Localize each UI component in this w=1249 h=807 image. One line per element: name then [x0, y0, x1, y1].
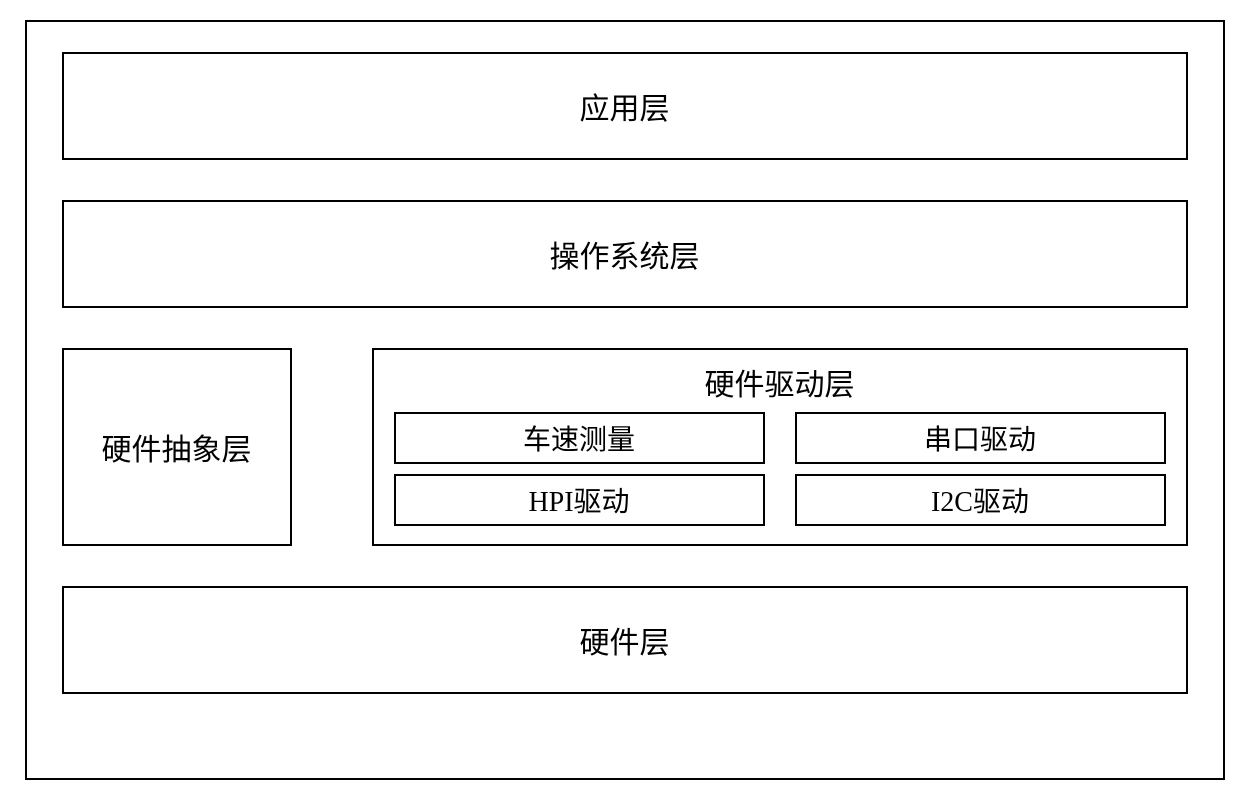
driver-label: HPI驱动	[528, 487, 629, 518]
os-layer: 操作系统层	[62, 200, 1188, 308]
driver-layer: 硬件驱动层 车速测量 串口驱动 HPI驱动 I2C驱动	[372, 348, 1188, 546]
hardware-layer: 硬件层	[62, 586, 1188, 694]
hal-layer: 硬件抽象层	[62, 348, 292, 546]
os-layer-label: 操作系统层	[550, 241, 700, 274]
driver-item-speed: 车速测量	[394, 412, 765, 464]
architecture-diagram: 应用层 操作系统层 硬件抽象层 硬件驱动层 车速测量 串口驱动 HPI驱动 I2…	[25, 20, 1225, 780]
driver-item-hpi: HPI驱动	[394, 474, 765, 526]
driver-label: 车速测量	[523, 425, 635, 456]
application-layer-label: 应用层	[580, 93, 670, 126]
middle-layer-row: 硬件抽象层 硬件驱动层 车速测量 串口驱动 HPI驱动 I2C驱动	[62, 348, 1188, 546]
driver-label: I2C驱动	[931, 487, 1029, 518]
application-layer: 应用层	[62, 52, 1188, 160]
driver-item-i2c: I2C驱动	[795, 474, 1166, 526]
hal-layer-label: 硬件抽象层	[102, 425, 252, 469]
driver-item-serial: 串口驱动	[795, 412, 1166, 464]
hardware-layer-label: 硬件层	[580, 627, 670, 660]
driver-grid: 车速测量 串口驱动 HPI驱动 I2C驱动	[394, 412, 1166, 526]
driver-label: 串口驱动	[924, 425, 1036, 456]
driver-layer-title: 硬件驱动层	[705, 360, 855, 404]
